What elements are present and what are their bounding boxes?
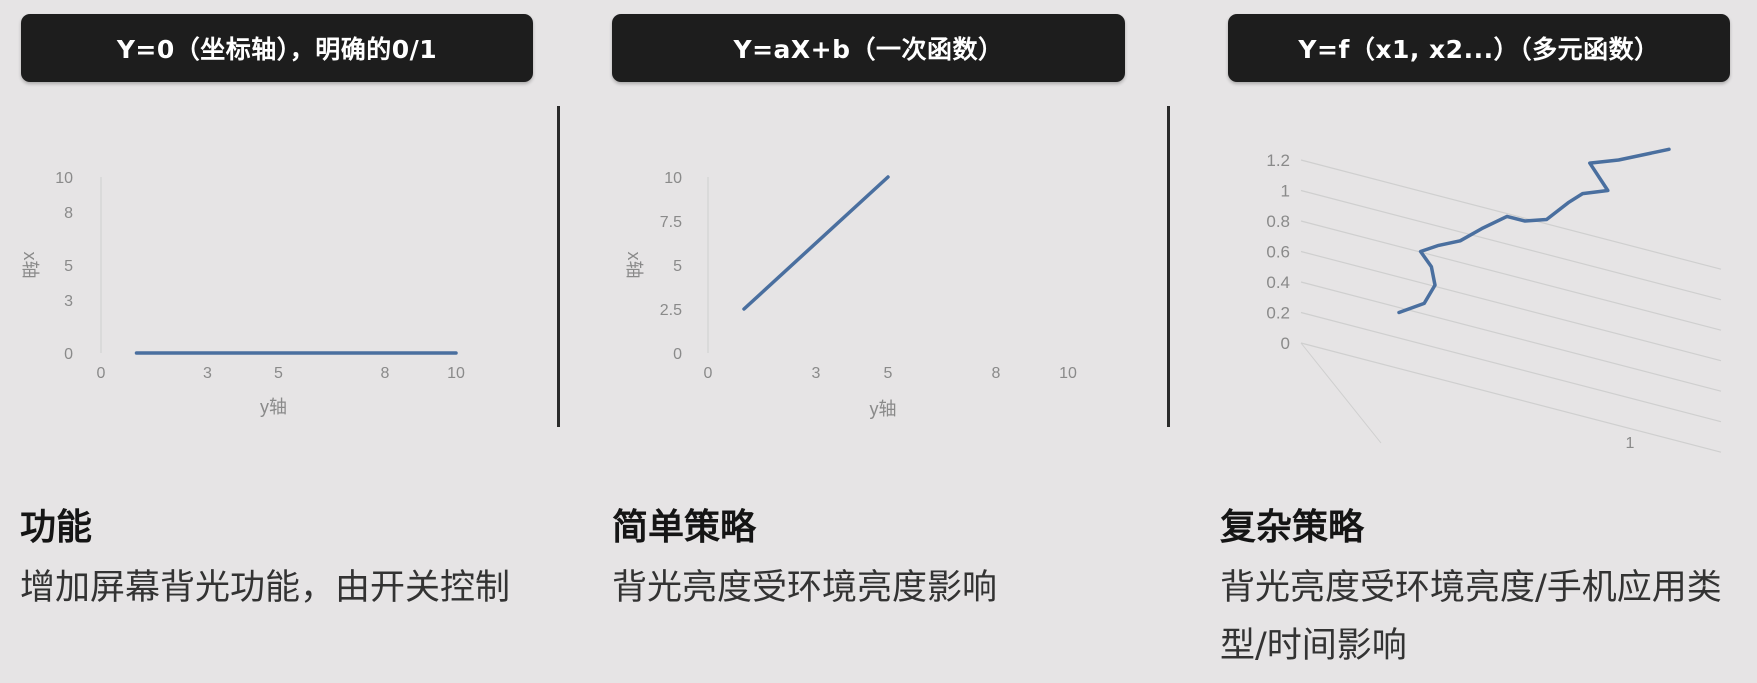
chart-3-gridline: [1300, 342, 1722, 453]
chart-3-xtick-label: 1: [1626, 435, 1635, 452]
chart-3-ytick-label: 0.6: [1266, 243, 1290, 262]
chart-2-ytick-label: 5: [673, 258, 682, 275]
section-2-body: 背光亮度受环境亮度影响: [612, 568, 998, 608]
chart-2-x-axis-label: y轴: [870, 399, 897, 419]
chart-2-ytick-label: 7.5: [660, 214, 682, 231]
chart-3-ytick-label: 1: [1281, 182, 1290, 201]
chart-1-y-axis-label: x轴: [20, 252, 40, 279]
section-3-body: 背光亮度受环境亮度/手机应用类型/时间影响: [1220, 568, 1722, 666]
chart-1-xtick-label: 10: [447, 365, 465, 382]
column-divider-2: [1167, 106, 1170, 427]
chart-3-ytick-label: 1.2: [1266, 151, 1290, 170]
chart-2-ytick-label: 10: [664, 170, 682, 187]
header-pill-2: Y=aX+b（一次函数）: [612, 14, 1125, 82]
chart-2-ytick-label: 0: [673, 346, 682, 363]
section-complex-strategy: 复杂策略 背光亮度受环境亮度/手机应用类型/时间影响: [1220, 505, 1740, 675]
chart-3-ytick-label: 0.4: [1266, 273, 1290, 292]
chart-1-x-axis-label: y轴: [260, 397, 287, 417]
chart-3-gridline: [1300, 189, 1722, 301]
chart-3-gridline: [1300, 281, 1722, 392]
section-2-title: 简单策略: [612, 507, 757, 548]
chart-1-xtick-label: 8: [381, 365, 390, 382]
chart-2-y-axis-label: x轴: [624, 252, 644, 279]
chart-3-gridline: [1300, 311, 1722, 423]
chart-3-gridline: [1300, 250, 1722, 362]
header-pill-1: Y=0（坐标轴），明确的0/1: [21, 14, 533, 82]
chart-3-gridline: [1300, 159, 1722, 270]
chart-3-ytick-label: 0.2: [1266, 304, 1290, 323]
chart-1-ytick-label: 0: [64, 346, 73, 363]
chart-2-xtick-label: 0: [704, 365, 713, 382]
chart-2-xtick-label: 5: [884, 365, 893, 382]
chart-2-series-line: [742, 175, 890, 311]
chart-2-ytick-label: 2.5: [660, 302, 682, 319]
section-3-title: 复杂策略: [1220, 507, 1365, 548]
chart-2-xtick-label: 10: [1059, 365, 1077, 382]
chart-1-xtick-label: 3: [203, 365, 212, 382]
chart-1-ytick-label: 5: [64, 258, 73, 275]
header-3-text: Y=f（x1, x2...）（多元函数）: [1298, 35, 1660, 64]
section-1-title: 功能: [20, 507, 93, 548]
chart-2-xtick-label: 3: [812, 365, 821, 382]
chart-3-series-line: [1397, 147, 1671, 315]
chart-3-gridline: [1300, 220, 1722, 331]
chart-1-xtick-label: 0: [97, 365, 106, 382]
chart-3-depth-axis: [1300, 342, 1382, 444]
chart-3-ytick-label: 0: [1281, 334, 1290, 353]
header-pill-3: Y=f（x1, x2...）（多元函数）: [1228, 14, 1730, 82]
header-1-text: Y=0（坐标轴），明确的0/1: [116, 35, 438, 64]
chart-1-ytick-label: 3: [64, 293, 73, 310]
column-divider-1: [557, 106, 560, 427]
chart-3-ytick-label: 0.8: [1266, 212, 1290, 231]
section-simple-strategy: 简单策略 背光亮度受环境亮度影响: [612, 505, 1172, 617]
chart-1-ytick-label: 8: [64, 205, 73, 222]
section-1-body: 增加屏幕背光功能，由开关控制: [20, 568, 511, 608]
header-2-text: Y=aX+b（一次函数）: [733, 35, 1004, 64]
chart-2-xtick-label: 8: [992, 365, 1001, 382]
chart-1-ytick-label: 10: [55, 170, 73, 187]
chart-1-xtick-label: 5: [274, 365, 283, 382]
section-feature: 功能 增加屏幕背光功能，由开关控制: [20, 505, 560, 617]
